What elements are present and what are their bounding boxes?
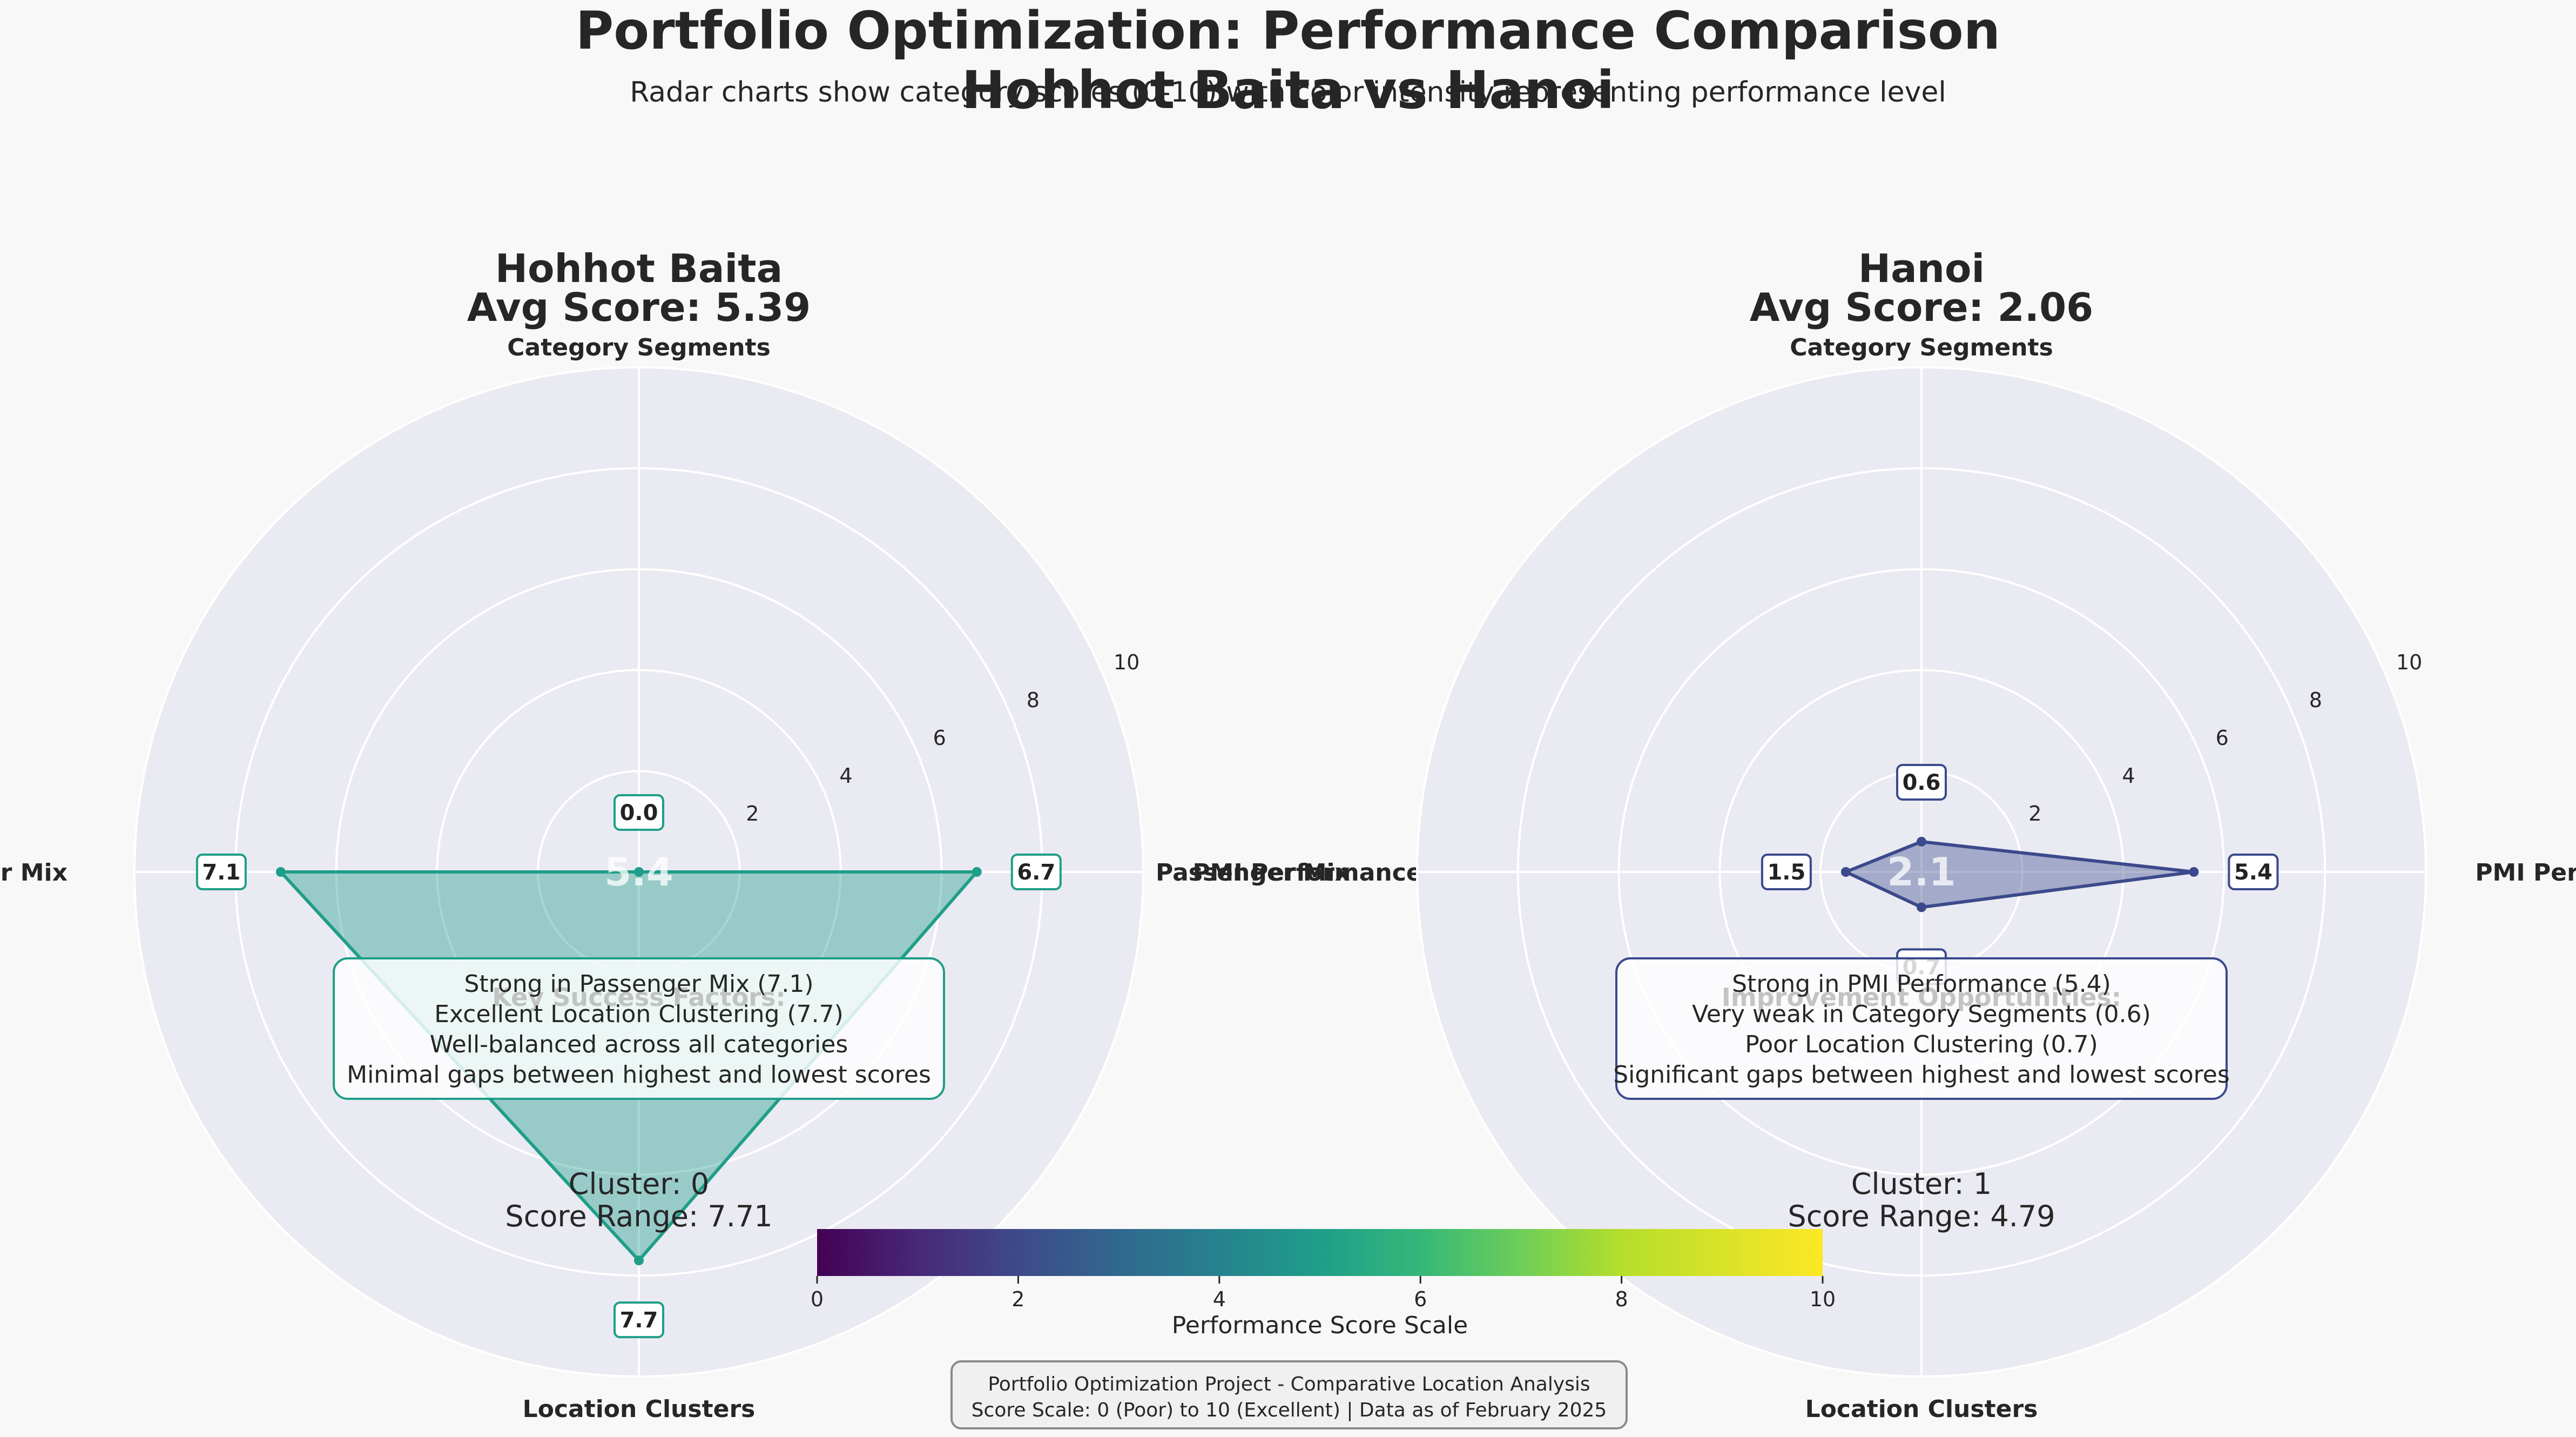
radial-tick-label: 10	[2396, 650, 2422, 674]
colorbar-ticks: 0 2 4 6 8 10	[811, 1276, 1836, 1311]
colorbar: 0 2 4 6 8 10 Performance Score Scale	[811, 1229, 1836, 1339]
radial-tick-labels: 2 4 6 8 10	[2028, 650, 2422, 825]
axis-label: Location Clusters	[1805, 1395, 2038, 1423]
radial-tick-label: 8	[2309, 688, 2322, 712]
value-label: 1.5	[1767, 860, 1805, 885]
radar-points	[1840, 836, 2199, 912]
colorbar-tick-label: 4	[1213, 1287, 1226, 1311]
value-label-frame	[1010, 854, 1062, 890]
radial-tick-label: 2	[746, 802, 759, 825]
radar-point	[634, 867, 644, 877]
radar-title: Hohhot Baita	[495, 246, 783, 291]
radial-tick-label: 8	[1027, 688, 1040, 712]
cluster-label: Cluster: 1	[1851, 1167, 1992, 1201]
footer-box: Portfolio Optimization Project - Compara…	[950, 1360, 1628, 1429]
key-factors-box: Key Success Factors: Strong in Passenger…	[333, 957, 945, 1100]
figure-subtitle: Radar charts show category scores (0-10)…	[630, 76, 1946, 109]
radial-tick-label: 6	[2216, 726, 2229, 750]
value-label: 0.6	[1903, 770, 1941, 795]
radar-point	[1917, 836, 1926, 847]
axis-label: PMI Performance	[1192, 859, 1422, 887]
radial-tick-label: 10	[1114, 650, 1139, 674]
value-label: 5.4	[2234, 860, 2272, 885]
radar-point	[1917, 902, 1926, 912]
value-label-frame	[1761, 854, 1812, 890]
footer-box-frame	[950, 1360, 1628, 1429]
footer-line1: Portfolio Optimization Project - Compara…	[988, 1373, 1590, 1395]
key-factor-line: Strong in Passenger Mix (7.1)	[464, 970, 813, 998]
radial-tick-label: 4	[839, 764, 852, 788]
axis-label: PMI Performance	[2475, 859, 2576, 887]
value-label-frame	[195, 854, 247, 890]
radar-point	[2189, 867, 2199, 877]
axis-label: Passenger Mix	[0, 859, 68, 887]
radial-tick-label: 2	[2028, 802, 2041, 825]
improvement-line: Very weak in Category Segments (0.6)	[1692, 1000, 2151, 1028]
score-range-label: Score Range: 4.79	[1788, 1199, 2055, 1233]
key-factor-line: Excellent Location Clustering (7.7)	[434, 1000, 844, 1028]
radar-title: Hanoi	[1858, 246, 1985, 291]
cluster-label: Cluster: 0	[569, 1167, 709, 1201]
radial-tick-labels: 2 4 6 8 10	[746, 650, 1139, 825]
key-factors-box-frame	[333, 957, 945, 1100]
value-labels: 0.0 6.7 7.7 7.1	[195, 794, 1062, 1339]
value-label-frame	[1896, 763, 1947, 801]
radar-point	[1840, 867, 1851, 877]
radar-center-score: 2.1	[1887, 849, 1956, 895]
colorbar-tick-label: 10	[1810, 1287, 1836, 1311]
radar-points	[275, 867, 982, 1266]
radar-point	[972, 867, 982, 877]
radar-avg-score: Avg Score: 2.06	[1750, 285, 2094, 330]
radar-point	[275, 867, 286, 877]
figure-title-line1: Portfolio Optimization: Performance Comp…	[576, 1, 2000, 61]
radial-tick-label: 4	[2122, 764, 2135, 788]
colorbar-tick-label: 6	[1414, 1287, 1427, 1311]
value-label: 7.1	[202, 860, 240, 885]
figure-title-line2: Hohhot Baita vs Hanoi	[962, 60, 1615, 120]
axis-labels: Category Segments PMI Performance Location…	[1156, 334, 2576, 1423]
value-label: 6.7	[1017, 860, 1055, 885]
score-range-label: Score Range: 7.71	[505, 1199, 772, 1233]
radar-point	[634, 1255, 644, 1266]
radar-avg-score: Avg Score: 5.39	[467, 285, 811, 330]
improvement-line: Poor Location Clustering (0.7)	[1745, 1031, 2098, 1058]
axis-label: Passenger Mix	[1156, 859, 1350, 887]
colorbar-tick-label: 0	[811, 1287, 824, 1311]
value-label-frame	[2228, 854, 2279, 890]
key-factor-line: Well-balanced across all categories	[430, 1031, 848, 1058]
axis-labels: Category Segments PMI Performance Location…	[0, 334, 1422, 1423]
axis-label: Category Segments	[507, 334, 771, 361]
radial-tick-label: 6	[933, 726, 946, 750]
improvement-line: Strong in PMI Performance (5.4)	[1732, 970, 2111, 998]
axis-label: Category Segments	[1790, 334, 2053, 361]
colorbar-label: Performance Score Scale	[1172, 1312, 1468, 1339]
improvement-box: Improvement Opportunities: Strong in PMI…	[1613, 957, 2230, 1100]
value-label: 0.0	[620, 801, 658, 825]
improvement-box-frame	[1615, 957, 2228, 1100]
colorbar-tick-label: 8	[1615, 1287, 1628, 1311]
footer-line2: Score Scale: 0 (Poor) to 10 (Excellent) …	[972, 1399, 1607, 1421]
value-label-frame	[613, 794, 664, 831]
improvement-heading: Improvement Opportunities:	[1722, 983, 2122, 1012]
colorbar-gradient	[817, 1229, 1823, 1276]
value-label-frame	[613, 1301, 664, 1339]
colorbar-tick-label: 2	[1011, 1287, 1024, 1311]
improvement-line: Significant gaps between highest and low…	[1613, 1061, 2230, 1089]
key-factors-heading: Key Success Factors:	[492, 983, 786, 1012]
value-label: 7.7	[620, 1308, 658, 1333]
key-factor-line: Minimal gaps between highest and lowest …	[347, 1061, 931, 1089]
axis-label: Location Clusters	[523, 1395, 756, 1423]
